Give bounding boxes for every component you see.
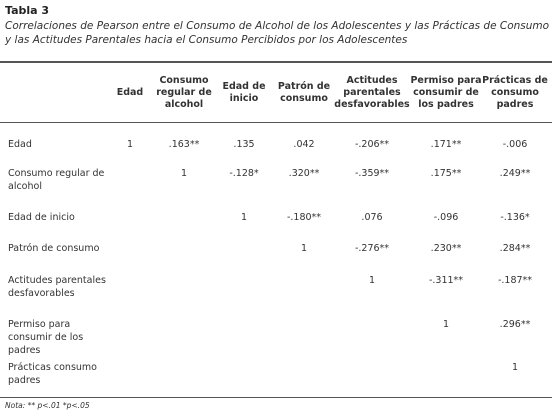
column-header: Patrón de consumo [277,81,331,104]
row-label: Edad de inicio [8,212,75,223]
cell: 1 [511,362,519,373]
cell: 1 [442,319,450,330]
row-label: Edad [8,139,32,150]
cell: 1 [300,243,308,254]
cell: .284** [499,243,531,254]
cell: 1 [126,139,134,150]
row-label: Consumo regular de alcohol [8,168,105,192]
row-label: Actitudes parentales desfavorables [8,275,106,299]
cell: -.187** [497,275,533,286]
top-rule [0,61,552,63]
column-header: Edad [116,87,144,98]
cell: 1 [368,275,376,286]
cell: -.128* [229,168,259,179]
cell: -.206** [354,139,390,150]
column-header: Edad de inicio [222,81,266,104]
cell: .042 [293,139,315,150]
cell: -.276** [354,243,390,254]
bottom-rule [0,397,552,398]
cell: .249** [499,168,531,179]
cell: .320** [288,168,320,179]
caption: Correlaciones de Pearson entre el Consum… [5,20,550,32]
cell: -.096 [433,212,459,223]
row-label: Permiso para consumir de los padres [8,319,84,356]
header-rule [0,122,552,123]
cell: .163** [168,139,200,150]
table-label: Tabla 3 [5,4,50,17]
cell: .296** [499,319,531,330]
cell: -.136* [500,212,530,223]
cell: -.006 [502,139,528,150]
cell: .230** [430,243,462,254]
cell: .171** [430,139,462,150]
cell: -.311** [428,275,464,286]
row-label: Patrón de consumo [8,243,100,254]
column-header: Consumo regular de alcohol [156,75,212,110]
column-header: Actitudes parentales desfavorables [334,75,410,110]
cell: 1 [240,212,248,223]
cell: 1 [180,168,188,179]
cell: -.180** [286,212,322,223]
cell: .135 [233,139,255,150]
column-header: Permiso para consumir de los padres [410,75,482,110]
caption: y las Actitudes Parentales hacia el Cons… [5,34,408,46]
cell: .175** [430,168,462,179]
column-header: Prácticas de consumo padres [482,75,548,110]
cell: .076 [361,212,383,223]
cell: -.359** [354,168,390,179]
note: Nota: ** p<.01 *p<.05 [5,401,90,410]
row-label: Prácticas consumo padres [8,362,97,386]
